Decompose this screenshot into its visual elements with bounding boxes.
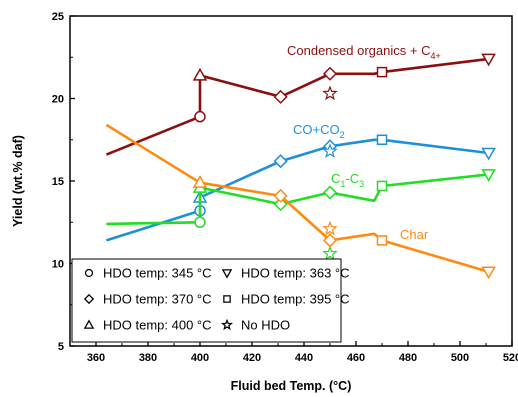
x-tick-label: 420 bbox=[243, 352, 261, 364]
series-line bbox=[106, 138, 489, 242]
series-0: Condensed organics + C4+ bbox=[105, 43, 496, 156]
data-point bbox=[273, 197, 288, 212]
legend-label: HDO temp: 363 °C bbox=[241, 266, 350, 281]
data-point bbox=[481, 266, 496, 280]
data-point bbox=[322, 66, 338, 81]
data-point bbox=[194, 216, 206, 228]
data-point-no-hdo bbox=[322, 245, 338, 261]
series-label: Condensed organics + C4+ bbox=[287, 43, 441, 61]
x-tick-label: 440 bbox=[295, 352, 313, 364]
x-axis-title: Fluid bed Temp. (°C) bbox=[231, 379, 352, 393]
y-tick-label: 20 bbox=[52, 94, 64, 106]
data-point bbox=[273, 89, 288, 104]
series-label-part: 1 bbox=[340, 179, 345, 189]
x-tick-label: 400 bbox=[191, 352, 209, 364]
legend-label: HDO temp: 400 °C bbox=[103, 318, 212, 333]
series-label-part: CO+CO bbox=[293, 122, 340, 137]
data-point bbox=[376, 180, 388, 192]
data-point-no-hdo bbox=[322, 143, 338, 158]
series-2: C1-C3 bbox=[106, 169, 496, 261]
legend-marker-square-icon bbox=[223, 295, 231, 303]
series-label: C1-C3 bbox=[331, 171, 364, 189]
data-point bbox=[192, 67, 208, 81]
x-tick-label: 480 bbox=[399, 352, 417, 364]
y-tick-label: 10 bbox=[52, 259, 64, 271]
x-tick-label: 520 bbox=[503, 352, 518, 364]
legend-label: HDO temp: 370 °C bbox=[103, 292, 212, 307]
series-label-part: 2 bbox=[340, 130, 345, 140]
data-point-no-hdo bbox=[322, 85, 338, 101]
legend-marker-triangle-down-icon bbox=[221, 269, 233, 279]
series-layer: Condensed organics + C4+ CO+CO2 C1-C3 Char bbox=[105, 43, 496, 280]
series-label-part: 3 bbox=[359, 179, 364, 189]
x-tick-label: 460 bbox=[347, 352, 365, 364]
data-point bbox=[376, 134, 388, 145]
series-3: Char bbox=[105, 123, 496, 280]
series-line bbox=[105, 57, 489, 156]
legend-box bbox=[71, 258, 342, 343]
legend-marker-star-icon bbox=[221, 318, 233, 331]
data-point bbox=[194, 110, 206, 123]
legend-label: No HDO bbox=[241, 318, 290, 333]
data-point bbox=[322, 185, 338, 200]
data-point bbox=[322, 233, 338, 248]
data-point bbox=[481, 53, 496, 67]
series-label: CO+CO2 bbox=[293, 122, 345, 140]
series-label: Char bbox=[400, 227, 429, 242]
x-tick-label: 500 bbox=[451, 352, 469, 364]
data-point bbox=[376, 66, 388, 78]
data-point bbox=[273, 188, 288, 203]
legend-marker-circle-icon bbox=[84, 268, 94, 278]
data-point bbox=[273, 154, 288, 169]
x-tick-label: 380 bbox=[139, 352, 157, 364]
plot-area: 360 380 400 420 440 460 480 500 520 5 10 15 20 25 bbox=[52, 11, 518, 364]
series-label-part: Condensed organics + C bbox=[287, 43, 430, 58]
y-tick-label: 15 bbox=[52, 176, 64, 188]
series-label-part: -C bbox=[345, 171, 359, 186]
series-label-part: C bbox=[331, 171, 340, 186]
series-label-part: 4+ bbox=[430, 51, 440, 61]
data-point bbox=[192, 175, 208, 188]
legend-marker-diamond-icon bbox=[83, 293, 95, 305]
legend-marker-triangle-up-icon bbox=[83, 319, 95, 329]
x-tick-label: 360 bbox=[87, 352, 105, 364]
data-point bbox=[481, 169, 496, 182]
legend: HDO temp: 345 °C HDO temp: 363 °C HDO temp… bbox=[71, 258, 350, 343]
legend-label: HDO temp: 395 °C bbox=[241, 292, 350, 307]
data-point-no-hdo bbox=[322, 220, 338, 236]
data-point bbox=[376, 235, 388, 246]
legend-label: HDO temp: 345 °C bbox=[103, 266, 212, 281]
series-line bbox=[106, 173, 489, 226]
data-point bbox=[481, 147, 496, 161]
y-axis-title: Yield (wt.% daf) bbox=[11, 135, 25, 227]
series-label-part: Char bbox=[400, 227, 429, 242]
y-tick-label: 5 bbox=[58, 341, 64, 353]
y-tick-label: 25 bbox=[52, 11, 64, 23]
